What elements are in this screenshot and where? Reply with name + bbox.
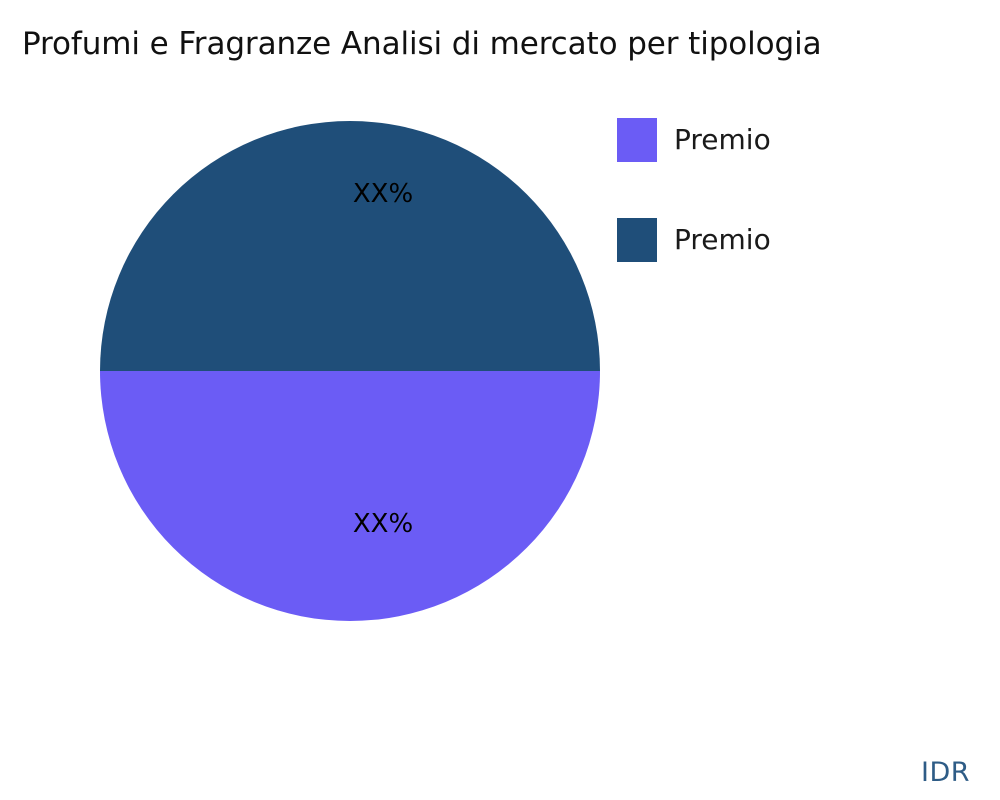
legend-item-label: Premio (674, 223, 771, 256)
pie-slice-label-top: XX% (352, 179, 414, 209)
pie-slice-label-bottom: XX% (352, 509, 414, 539)
pie-plot-area: XX% XX% (100, 121, 600, 621)
legend-item-1[interactable]: Premio (617, 218, 771, 262)
watermark-idr: IDR (921, 757, 971, 788)
chart-title: Profumi e Fragranze Analisi di mercato p… (22, 26, 822, 62)
pie-svg (100, 121, 600, 621)
legend-color-swatch-purple (617, 118, 657, 162)
legend-item-label: Premio (674, 123, 771, 156)
pie-slice-premio-bottom[interactable] (100, 371, 600, 621)
legend-color-swatch-blue (617, 218, 657, 262)
pie-slice-premio-top[interactable] (100, 121, 600, 371)
legend-item-0[interactable]: Premio (617, 118, 771, 162)
